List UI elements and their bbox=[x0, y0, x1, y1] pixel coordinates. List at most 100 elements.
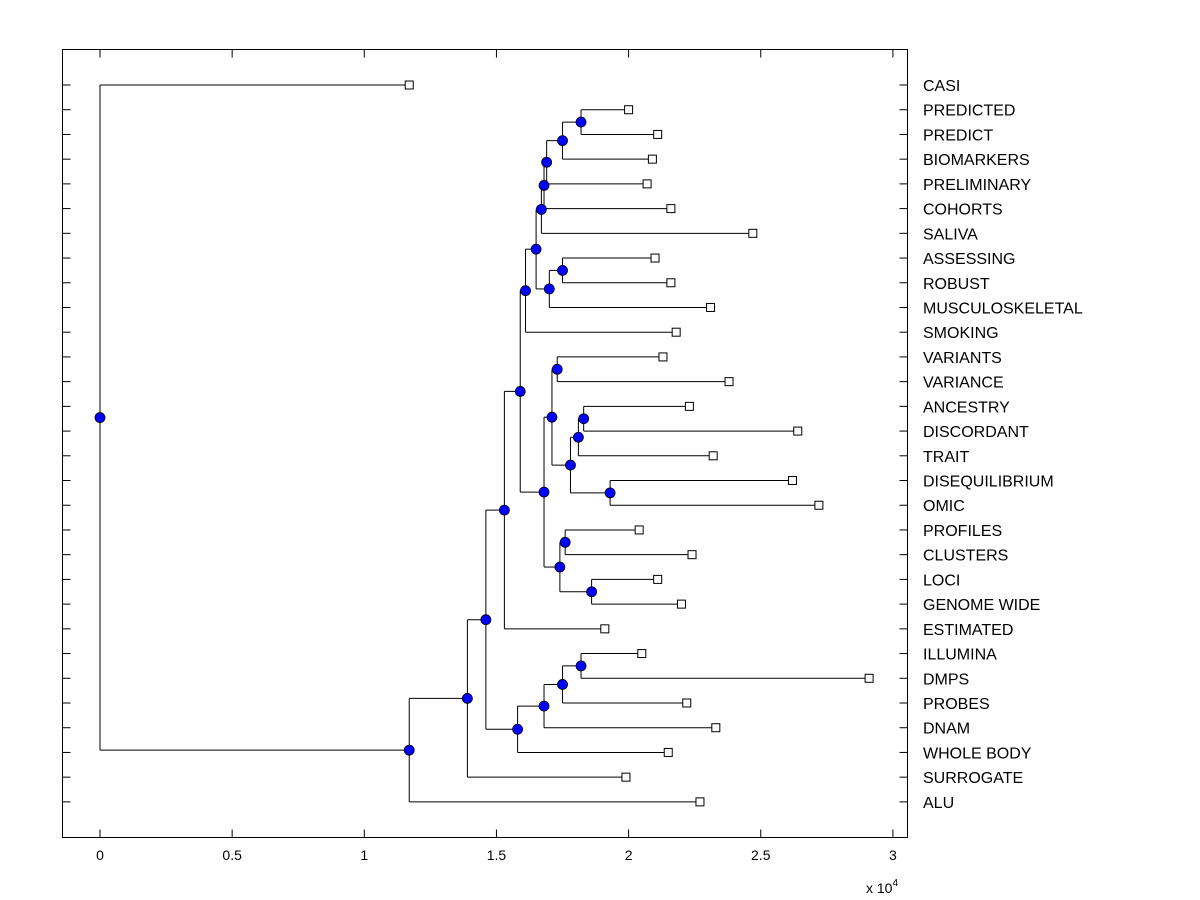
plot-area bbox=[62, 49, 908, 838]
node-marker bbox=[554, 561, 566, 573]
leaf-label: VARIANCE bbox=[923, 375, 1004, 392]
y-axis-ticks bbox=[62, 84, 908, 803]
leaf-label: CLUSTERS bbox=[923, 548, 1008, 565]
leaf-marker bbox=[687, 550, 697, 560]
node-marker bbox=[403, 744, 415, 756]
leaf-marker bbox=[600, 624, 610, 634]
leaf-marker bbox=[663, 747, 673, 757]
leaf-label: DISEQUILIBRIUM bbox=[923, 474, 1054, 491]
node-marker bbox=[498, 504, 510, 516]
leaf-label: SALIVA bbox=[923, 226, 978, 243]
leaf-label: BIOMARKERS bbox=[923, 152, 1030, 169]
x-axis-exponent: x 104 bbox=[866, 878, 898, 896]
leaf-marker bbox=[404, 80, 414, 90]
node-marker bbox=[551, 363, 563, 375]
leaf-marker bbox=[650, 253, 660, 263]
node-marker bbox=[541, 156, 553, 168]
leaf-label: COHORTS bbox=[923, 202, 1003, 219]
leaf-marker bbox=[658, 352, 668, 362]
node-marker bbox=[575, 116, 587, 128]
leaf-marker bbox=[634, 525, 644, 535]
node-marker bbox=[480, 614, 492, 626]
leaf-marker bbox=[653, 574, 663, 584]
leaf-marker bbox=[787, 476, 797, 486]
leaf-markers bbox=[404, 80, 874, 807]
node-marker bbox=[578, 413, 590, 425]
leaf-marker bbox=[676, 599, 686, 609]
leaf-marker bbox=[637, 649, 647, 659]
leaf-label: SURROGATE bbox=[923, 770, 1023, 787]
leaf-label: PREDICTED bbox=[923, 103, 1015, 120]
leaf-label: PROBES bbox=[923, 696, 990, 713]
leaf-label: ANCESTRY bbox=[923, 399, 1010, 416]
leaf-label: GENOME WIDE bbox=[923, 597, 1040, 614]
node-marker bbox=[565, 459, 576, 471]
x-axis-ticks: 0 0.5 1 1.5 2 2.5 3 bbox=[96, 49, 897, 863]
node-marker bbox=[461, 693, 473, 704]
leaf-marker bbox=[684, 401, 694, 411]
leaf-label: MUSCULOSKELETAL bbox=[923, 300, 1083, 317]
leaf-marker bbox=[642, 179, 652, 189]
leaf-marker bbox=[724, 377, 734, 387]
leaf-marker bbox=[706, 302, 716, 312]
leaf-label: CASI bbox=[923, 78, 960, 95]
x-tick-label: 0.5 bbox=[222, 847, 242, 863]
node-marker bbox=[604, 487, 616, 499]
x-exponent-base: x 10 bbox=[866, 880, 893, 896]
leaf-label: PREDICT bbox=[923, 127, 993, 144]
leaf-label: PRELIMINARY bbox=[923, 177, 1032, 194]
node-marker bbox=[546, 411, 558, 423]
leaf-label: ESTIMATED bbox=[923, 622, 1013, 639]
leaf-label: VARIANTS bbox=[923, 350, 1002, 367]
node-marker bbox=[538, 700, 550, 712]
leaf-label: OMIC bbox=[923, 498, 965, 515]
leaf-label: LOCI bbox=[923, 572, 960, 589]
leaf-marker bbox=[864, 673, 874, 683]
node-marker bbox=[586, 586, 597, 598]
x-tick-label: 0 bbox=[96, 847, 104, 863]
leaf-marker bbox=[711, 723, 721, 733]
node-marker bbox=[557, 135, 568, 147]
leaf-marker bbox=[748, 228, 758, 238]
node-marker bbox=[512, 723, 523, 735]
node-marker bbox=[530, 243, 542, 255]
leaf-label: SMOKING bbox=[923, 325, 999, 342]
leaf-label: ASSESSING bbox=[923, 251, 1015, 268]
x-tick-label: 2 bbox=[625, 847, 633, 863]
leaf-label: ROBUST bbox=[923, 276, 990, 293]
node-marker bbox=[514, 385, 526, 397]
node-marker bbox=[538, 180, 550, 191]
leaf-label: DNAM bbox=[923, 721, 970, 738]
x-tick-label: 1.5 bbox=[487, 847, 507, 863]
leaf-marker bbox=[682, 698, 692, 708]
leaf-label: TRAIT bbox=[923, 449, 969, 466]
leaf-marker bbox=[621, 772, 631, 782]
leaf-marker bbox=[647, 154, 657, 164]
leaf-label: DMPS bbox=[923, 671, 969, 688]
leaf-marker bbox=[671, 327, 681, 337]
node-markers bbox=[94, 116, 616, 756]
node-marker bbox=[543, 283, 555, 295]
leaf-marker bbox=[666, 278, 676, 288]
node-marker bbox=[520, 285, 531, 297]
node-marker bbox=[572, 431, 584, 443]
node-marker bbox=[559, 536, 571, 548]
node-marker bbox=[557, 264, 568, 276]
node-marker bbox=[575, 660, 587, 672]
node-marker bbox=[94, 412, 106, 423]
x-tick-label: 1 bbox=[360, 847, 368, 863]
leaf-label: WHOLE BODY bbox=[923, 745, 1032, 762]
leaf-marker bbox=[653, 129, 663, 139]
leaf-label: DISCORDANT bbox=[923, 424, 1029, 441]
x-tick-label: 2.5 bbox=[751, 847, 771, 863]
node-marker bbox=[538, 486, 550, 498]
leaf-marker bbox=[708, 451, 718, 461]
x-tick-label: 3 bbox=[889, 847, 897, 863]
leaf-labels: CASI PREDICTED PREDICT BIOMARKERS PRELIMINAR… bbox=[923, 78, 1083, 812]
leaf-marker bbox=[624, 105, 634, 115]
leaf-label: PROFILES bbox=[923, 523, 1002, 540]
leaf-marker bbox=[793, 426, 803, 436]
leaf-marker bbox=[666, 204, 676, 214]
node-marker bbox=[535, 203, 547, 215]
leaf-marker bbox=[695, 797, 705, 807]
